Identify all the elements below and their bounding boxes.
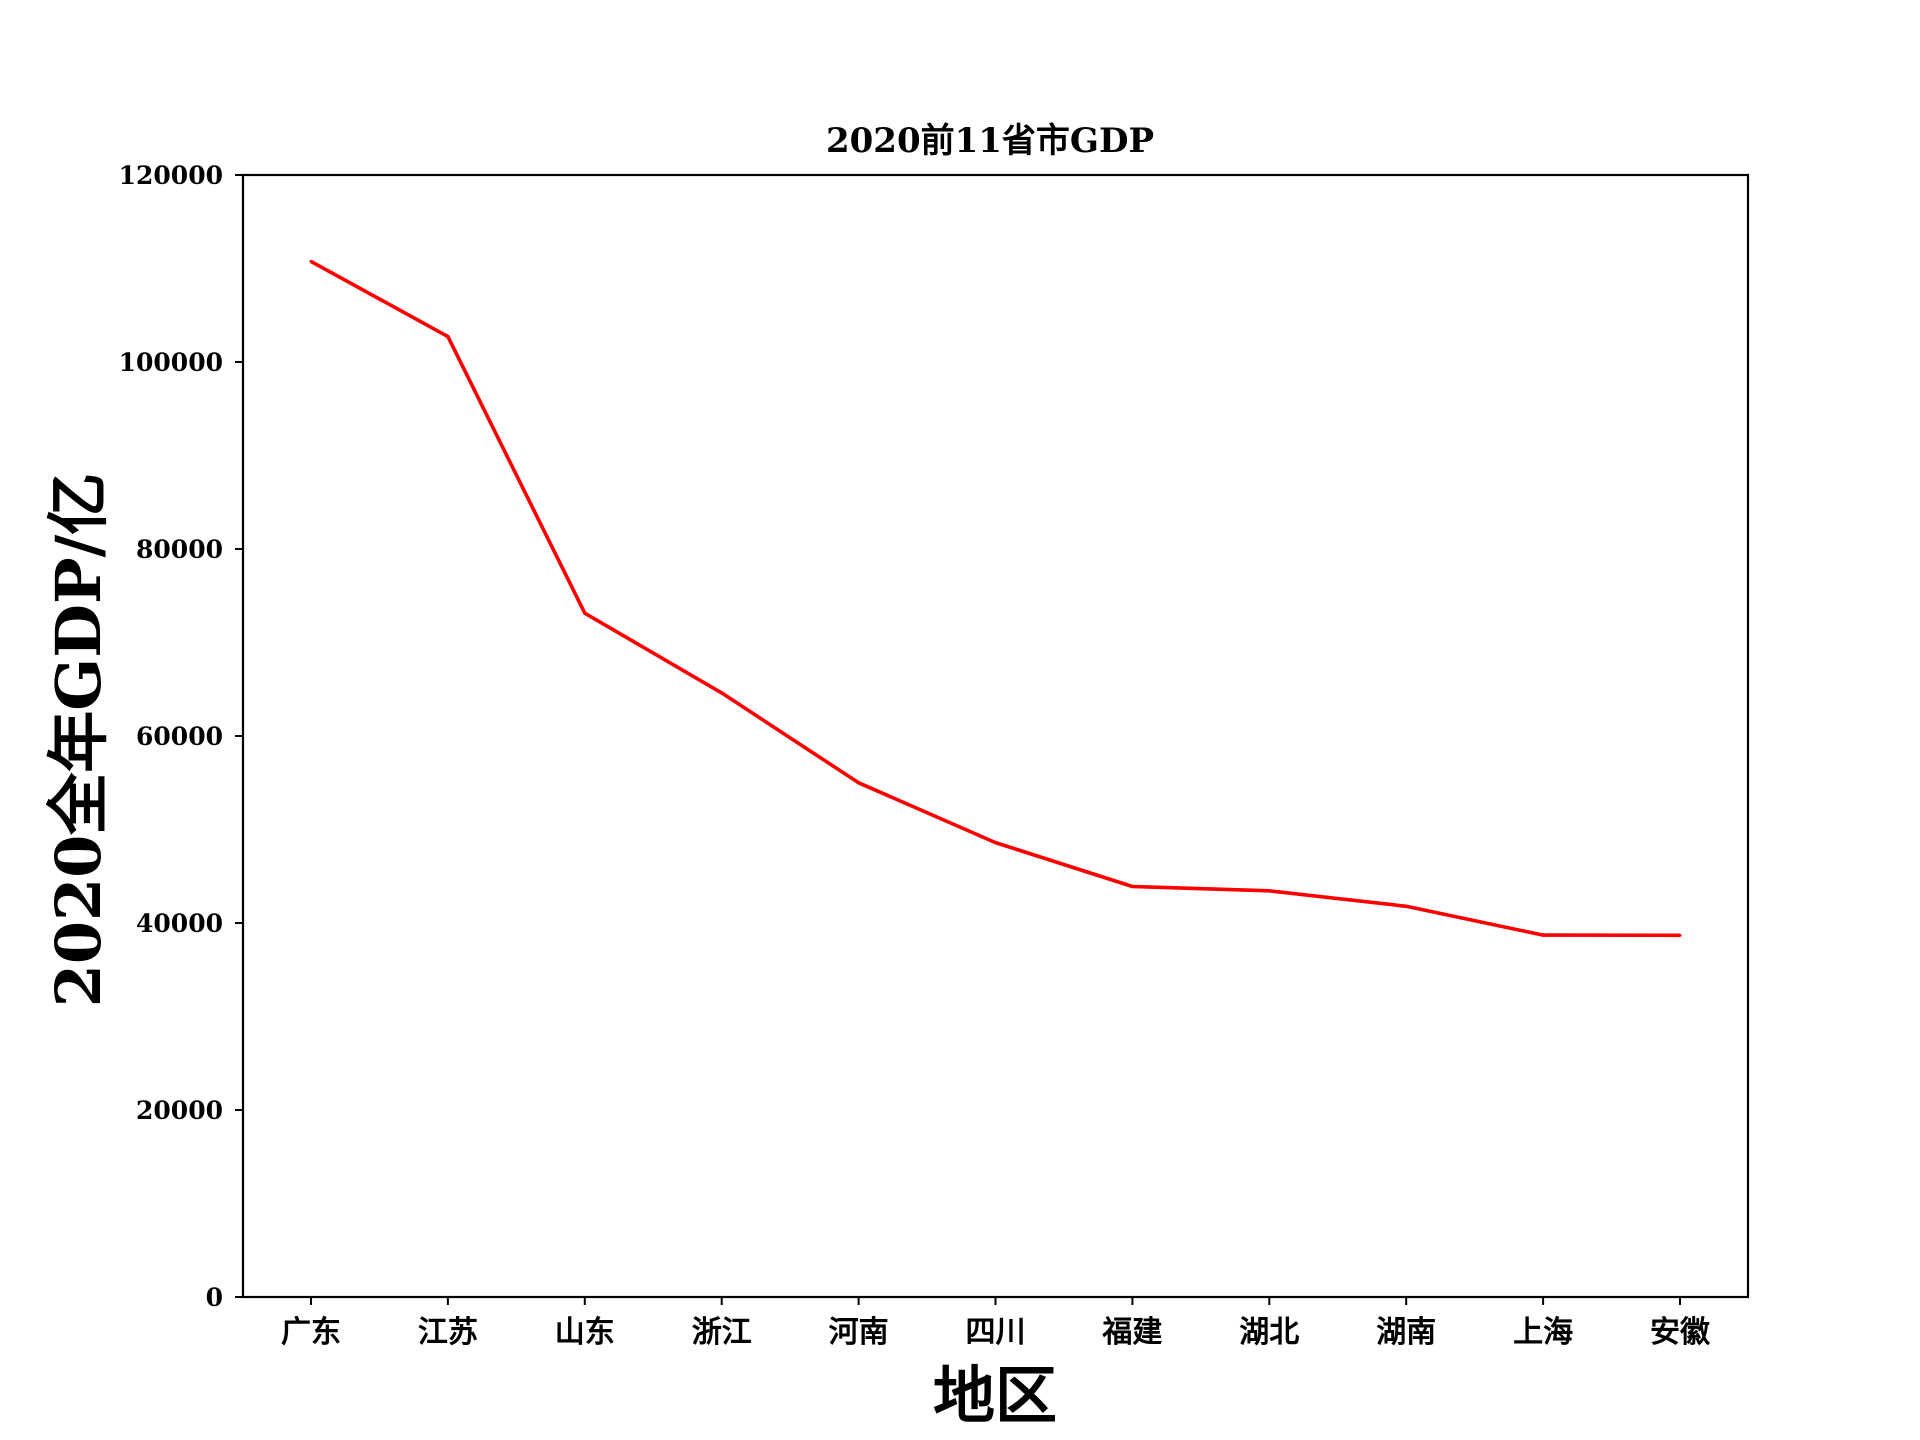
data-point <box>857 781 861 785</box>
data-point <box>1404 904 1408 908</box>
y-axis-label: 2020全年GDP/亿 <box>42 473 115 1008</box>
series-layer <box>309 259 1682 938</box>
y-tick-label: 80000 <box>136 535 223 564</box>
x-tick-label: 四川 <box>966 1315 1026 1350</box>
y-tick-label: 40000 <box>136 909 223 938</box>
x-tick-label: 湖南 <box>1376 1315 1436 1350</box>
x-tick-label: 安徽 <box>1650 1315 1711 1350</box>
x-tick-label: 福建 <box>1101 1315 1162 1350</box>
x-tick-label: 河南 <box>829 1315 889 1350</box>
data-point <box>309 259 313 263</box>
data-point <box>720 691 724 695</box>
plot-frame <box>241 173 1750 1299</box>
x-axis-ticks: 广东 江苏 山东 浙江 河南 四川 福建 湖北 湖南 上海 安徽 <box>281 1297 1711 1350</box>
y-tick-label: 100000 <box>119 348 223 377</box>
x-tick-label: 上海 <box>1513 1315 1573 1350</box>
y-tick-label: 60000 <box>136 722 223 751</box>
data-point <box>583 611 587 615</box>
y-axis-ticks: 0 20000 40000 60000 80000 100000 120000 <box>119 161 243 1312</box>
data-point <box>446 335 450 339</box>
x-tick-label: 江苏 <box>418 1315 478 1350</box>
x-tick-label: 山东 <box>555 1315 615 1350</box>
x-tick-label: 湖北 <box>1239 1315 1299 1350</box>
x-axis-label: 地区 <box>933 1359 1057 1432</box>
series-line-0 <box>310 259 1681 938</box>
x-tick-label: 浙江 <box>692 1315 752 1350</box>
data-point <box>1267 889 1271 893</box>
y-tick-label: 0 <box>206 1283 223 1312</box>
x-tick-label: 广东 <box>281 1315 341 1350</box>
data-point <box>1130 884 1134 888</box>
y-tick-label: 120000 <box>119 161 223 190</box>
y-tick-label: 20000 <box>136 1096 223 1125</box>
data-point <box>994 841 997 845</box>
chart-title: 2020前11省市GDP <box>826 121 1154 161</box>
data-point <box>1678 933 1682 937</box>
data-point <box>1541 933 1545 937</box>
